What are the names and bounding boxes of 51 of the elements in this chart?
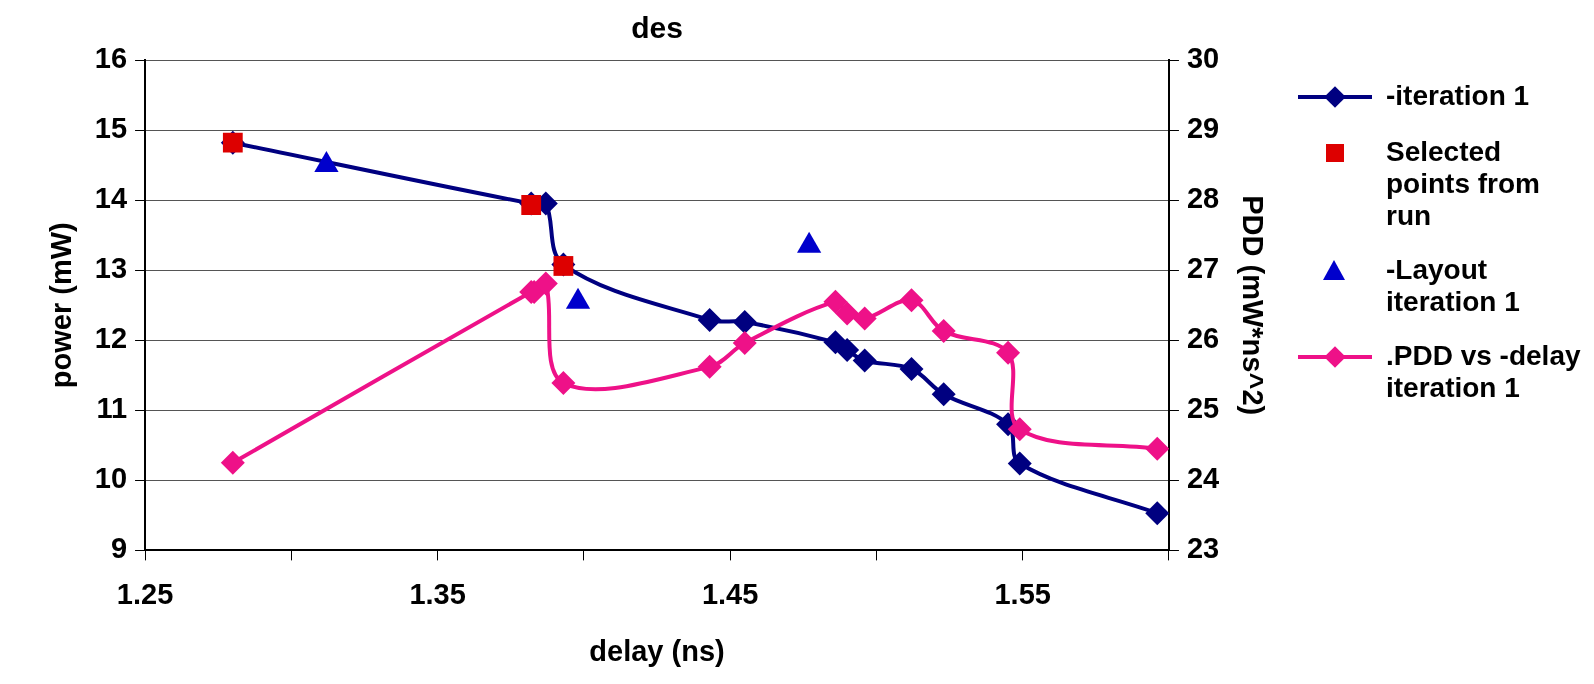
y-tick-label: 9: [110, 532, 128, 565]
point: [852, 348, 877, 373]
x-axis-title: delay (ns): [589, 634, 725, 667]
point: [899, 288, 924, 313]
point: [1145, 436, 1169, 461]
point: [553, 256, 574, 276]
x-tick-label: 1.45: [701, 577, 759, 610]
y2-tick-label: 25: [1186, 392, 1220, 425]
point: [697, 307, 722, 332]
point: [732, 310, 757, 335]
legend-label: .PDD vs -delay iteration 1: [1386, 340, 1582, 404]
y2-axis-title: PDD (mW*ns^2): [1236, 195, 1269, 416]
point: [996, 340, 1021, 365]
y-tick-label: 14: [94, 182, 128, 215]
y2-tick-label: 29: [1186, 112, 1220, 145]
x-tick-label: 1.25: [116, 577, 174, 610]
point: [823, 289, 848, 314]
y-axis-title: power (mW): [45, 222, 78, 389]
point: [899, 356, 924, 381]
point: [1145, 501, 1169, 526]
legend-label: -Layout iteration 1: [1386, 254, 1521, 318]
point: [697, 354, 722, 379]
y-tick-label: 15: [94, 112, 128, 145]
point: [220, 450, 245, 475]
legend-label: Selected points from run: [1386, 136, 1541, 232]
y2-tick-label: 30: [1186, 42, 1220, 74]
point: [551, 370, 576, 395]
point: [852, 306, 877, 331]
y2-tick-label: 24: [1186, 462, 1220, 495]
y-tick-label: 13: [94, 252, 128, 285]
point: [533, 271, 558, 296]
point: [1007, 417, 1032, 442]
legend-label: -iteration 1: [1386, 80, 1530, 112]
point: [931, 319, 956, 344]
y-tick-label: 11: [96, 392, 128, 425]
y2-tick-label: 23: [1186, 532, 1220, 565]
x-tick-label: 1.35: [409, 577, 466, 610]
point: [1007, 451, 1032, 476]
chart-title: des: [631, 11, 683, 45]
x-tick-label: 1.55: [994, 577, 1051, 610]
point: [931, 382, 956, 407]
y-tick-label: 12: [94, 322, 128, 355]
point: [732, 331, 757, 356]
point: [521, 195, 542, 215]
y-tick-label: 10: [94, 462, 128, 495]
point: [835, 301, 860, 326]
point: [835, 338, 860, 363]
y-tick-label: 16: [94, 42, 128, 74]
y2-tick-label: 26: [1186, 322, 1220, 355]
y2-tick-label: 28: [1186, 182, 1220, 215]
y2-tick-label: 27: [1186, 252, 1220, 285]
